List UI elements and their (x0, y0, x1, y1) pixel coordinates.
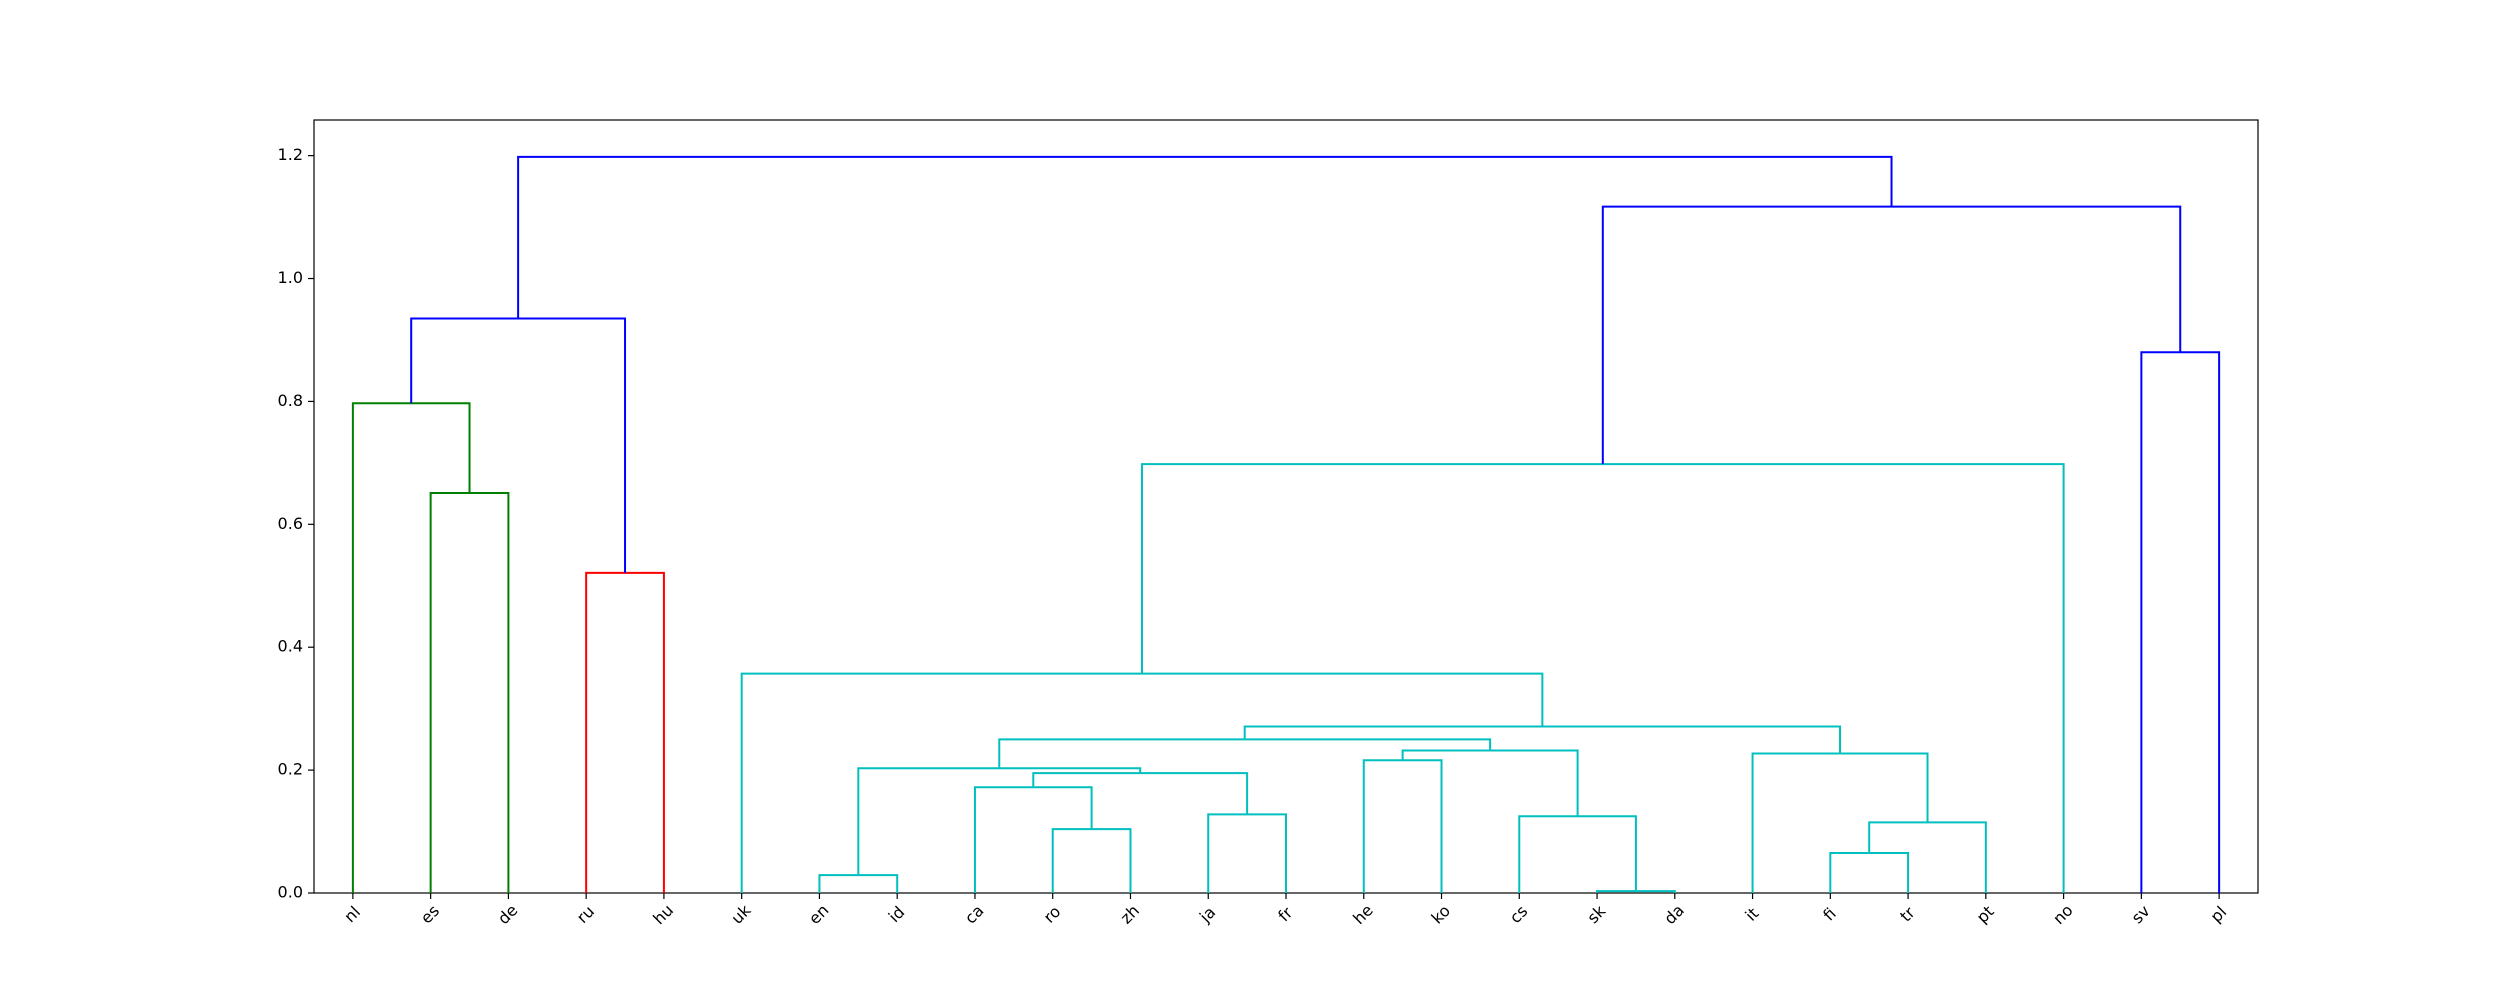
leaf-label: uk (727, 900, 755, 928)
y-tick-label: 0.8 (278, 391, 303, 410)
leaf-label: ro (1040, 902, 1065, 927)
link (818, 874, 899, 893)
link (973, 786, 1093, 893)
leaf-label: no (2049, 901, 2077, 929)
leaf-label: it (1741, 904, 1762, 925)
link (1362, 759, 1443, 893)
leaf-label: da (1660, 901, 1688, 929)
leaf-label: ko (1428, 901, 1455, 928)
link (998, 738, 1492, 769)
link (857, 767, 1142, 876)
y-tick-label: 0.6 (278, 514, 303, 533)
link (1141, 463, 2065, 893)
leaf-label: ru (573, 902, 598, 927)
y-tick-label: 0.2 (278, 760, 303, 779)
leaf-label: en (805, 901, 833, 929)
link (1518, 815, 1637, 893)
link (1401, 749, 1579, 817)
link (1601, 205, 2182, 465)
link (1596, 890, 1676, 893)
link (2140, 351, 2221, 893)
leaf-label: sv (2128, 901, 2154, 927)
leaf-label: fr (1274, 903, 1296, 925)
leaf-label: ca (961, 901, 988, 928)
leaf-label: id (885, 902, 909, 926)
leaf-label: he (1349, 901, 1377, 929)
leaf-label: ja (1195, 903, 1219, 927)
y-tick-label: 0.0 (278, 883, 303, 902)
leaf-label: sk (1583, 901, 1609, 927)
link (585, 571, 665, 893)
leaf-label: zh (1116, 901, 1143, 928)
leaf-label: pl (2207, 902, 2231, 926)
y-tick-label: 1.2 (278, 145, 303, 164)
link (1868, 821, 1987, 893)
y-tick-label: 1.0 (278, 268, 303, 287)
leaf-label: hu (649, 900, 677, 928)
plot-frame (313, 119, 2259, 894)
leaf-label: tr (1896, 903, 1919, 926)
leaf-label: de (494, 901, 522, 929)
y-tick-label: 0.4 (278, 637, 303, 656)
link (740, 672, 1544, 893)
link (1751, 752, 1929, 893)
link (1032, 772, 1249, 815)
leaf-label: pt (1973, 902, 1998, 927)
link (429, 491, 510, 893)
link (351, 402, 471, 893)
link (517, 155, 1893, 319)
leaf-label: cs (1506, 902, 1532, 928)
link (1829, 852, 1910, 893)
link (410, 317, 627, 573)
link (1051, 828, 1132, 893)
leaf-label: nl (340, 902, 364, 926)
leaf-label: es (417, 901, 443, 927)
link (1207, 813, 1287, 893)
leaf-label: fi (1819, 904, 1840, 925)
